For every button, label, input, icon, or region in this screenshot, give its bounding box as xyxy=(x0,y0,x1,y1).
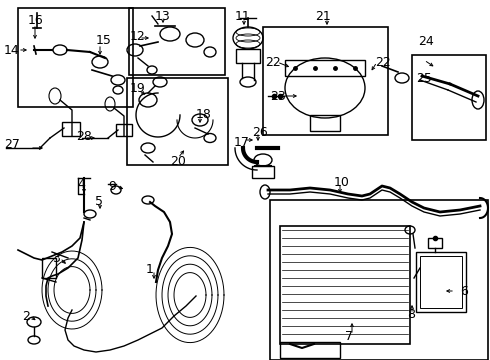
Text: 27: 27 xyxy=(4,138,20,151)
Text: 25: 25 xyxy=(416,72,432,85)
Bar xyxy=(129,8,225,75)
Text: 23: 23 xyxy=(270,90,286,103)
Text: 21: 21 xyxy=(315,10,331,23)
Bar xyxy=(18,8,133,107)
Text: 13: 13 xyxy=(155,10,171,23)
Text: 18: 18 xyxy=(196,108,212,121)
Text: 5: 5 xyxy=(95,195,103,208)
Text: 1: 1 xyxy=(146,263,154,276)
Text: 19: 19 xyxy=(130,82,146,95)
Text: 7: 7 xyxy=(345,330,353,343)
Bar xyxy=(285,60,365,76)
Text: 22: 22 xyxy=(265,56,281,69)
Text: 28: 28 xyxy=(76,130,92,143)
Bar xyxy=(236,49,260,63)
Bar xyxy=(428,238,442,248)
Bar xyxy=(420,256,462,308)
Text: 16: 16 xyxy=(28,14,44,27)
Text: 17: 17 xyxy=(234,136,250,149)
Bar xyxy=(310,115,340,131)
Bar xyxy=(412,55,486,140)
Bar xyxy=(42,258,56,278)
Text: 20: 20 xyxy=(170,155,186,168)
Bar xyxy=(280,342,340,358)
Text: 12: 12 xyxy=(130,30,146,43)
Bar xyxy=(270,200,488,360)
Text: 24: 24 xyxy=(418,35,434,48)
Bar xyxy=(127,78,228,165)
Text: 15: 15 xyxy=(96,34,112,47)
Bar xyxy=(116,124,132,136)
Text: 22: 22 xyxy=(375,56,391,69)
Text: 2: 2 xyxy=(22,310,30,323)
Text: 4: 4 xyxy=(77,178,85,191)
Bar xyxy=(416,252,466,312)
Text: 10: 10 xyxy=(334,176,350,189)
Text: 14: 14 xyxy=(4,44,20,57)
Bar xyxy=(62,122,80,136)
Text: 9: 9 xyxy=(108,180,116,193)
Text: 6: 6 xyxy=(460,285,468,298)
Text: 3: 3 xyxy=(52,252,60,265)
Bar xyxy=(263,27,388,135)
Text: 26: 26 xyxy=(252,126,268,139)
Text: 11: 11 xyxy=(235,10,251,23)
Bar xyxy=(280,226,410,344)
Bar xyxy=(252,166,274,178)
Text: 8: 8 xyxy=(407,308,415,321)
